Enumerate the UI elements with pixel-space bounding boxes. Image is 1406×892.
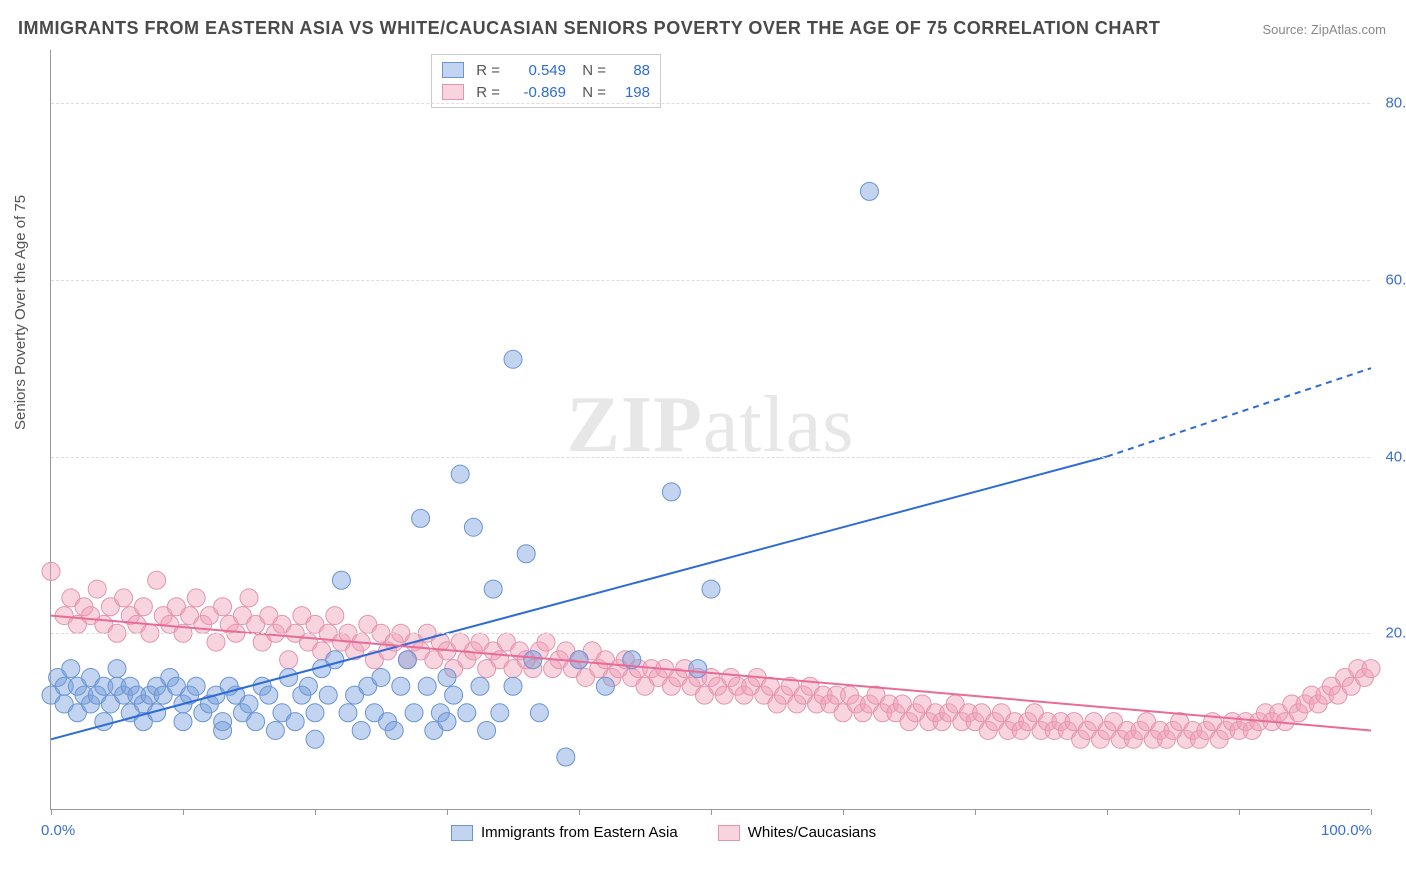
grid-line <box>51 633 1370 634</box>
ytick-label: 20.0% <box>1385 625 1406 642</box>
source-label: Source: ZipAtlas.com <box>1262 22 1386 37</box>
xtick-mark <box>447 809 448 815</box>
legend-item-pink: Whites/Caucasians <box>718 824 876 841</box>
chart-title: IMMIGRANTS FROM EASTERN ASIA VS WHITE/CA… <box>18 18 1160 39</box>
legend-label-blue: Immigrants from Eastern Asia <box>481 824 678 841</box>
legend-stat-row: R =-0.869N =198 <box>442 81 650 103</box>
swatch-blue <box>451 825 473 841</box>
xtick-mark <box>51 809 52 815</box>
legend-item-blue: Immigrants from Eastern Asia <box>451 824 678 841</box>
legend-label-pink: Whites/Caucasians <box>748 824 876 841</box>
xtick-mark <box>1371 809 1372 815</box>
xtick-mark <box>579 809 580 815</box>
plot-area: ZIPatlas R =0.549N =88R =-0.869N =198 Im… <box>50 50 1370 810</box>
grid-line <box>51 280 1370 281</box>
series-legend: Immigrants from Eastern Asia Whites/Cauc… <box>451 824 876 841</box>
xtick-mark <box>1239 809 1240 815</box>
grid-line <box>51 457 1370 458</box>
legend-stat-row: R =0.549N =88 <box>442 59 650 81</box>
xtick-mark <box>315 809 316 815</box>
xtick-mark <box>711 809 712 815</box>
ytick-label: 60.0% <box>1385 271 1406 288</box>
y-axis-label: Seniors Poverty Over the Age of 75 <box>12 195 29 430</box>
xtick-mark <box>183 809 184 815</box>
xtick-mark <box>1107 809 1108 815</box>
grid-line <box>51 103 1370 104</box>
swatch-pink <box>718 825 740 841</box>
correlation-legend: R =0.549N =88R =-0.869N =198 <box>431 54 661 108</box>
ytick-label: 40.0% <box>1385 448 1406 465</box>
xtick-mark <box>975 809 976 815</box>
xtick-mark <box>843 809 844 815</box>
xtick-label: 100.0% <box>1321 822 1372 839</box>
ytick-label: 80.0% <box>1385 95 1406 112</box>
xtick-label: 0.0% <box>41 822 75 839</box>
chart-svg <box>51 50 1370 809</box>
